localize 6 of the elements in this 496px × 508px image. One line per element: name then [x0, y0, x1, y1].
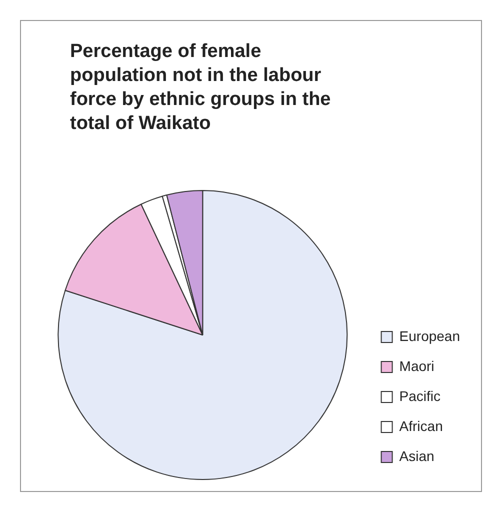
legend-label: African — [399, 418, 443, 434]
chart-title: Percentage of female population not in the labour force by ethnic groups in the total of Waikato — [70, 40, 332, 136]
legend-label: Asian — [399, 448, 434, 464]
legend-label: European — [399, 328, 460, 344]
legend-label: Pacific — [399, 388, 441, 404]
legend-label: Maori — [399, 358, 434, 374]
